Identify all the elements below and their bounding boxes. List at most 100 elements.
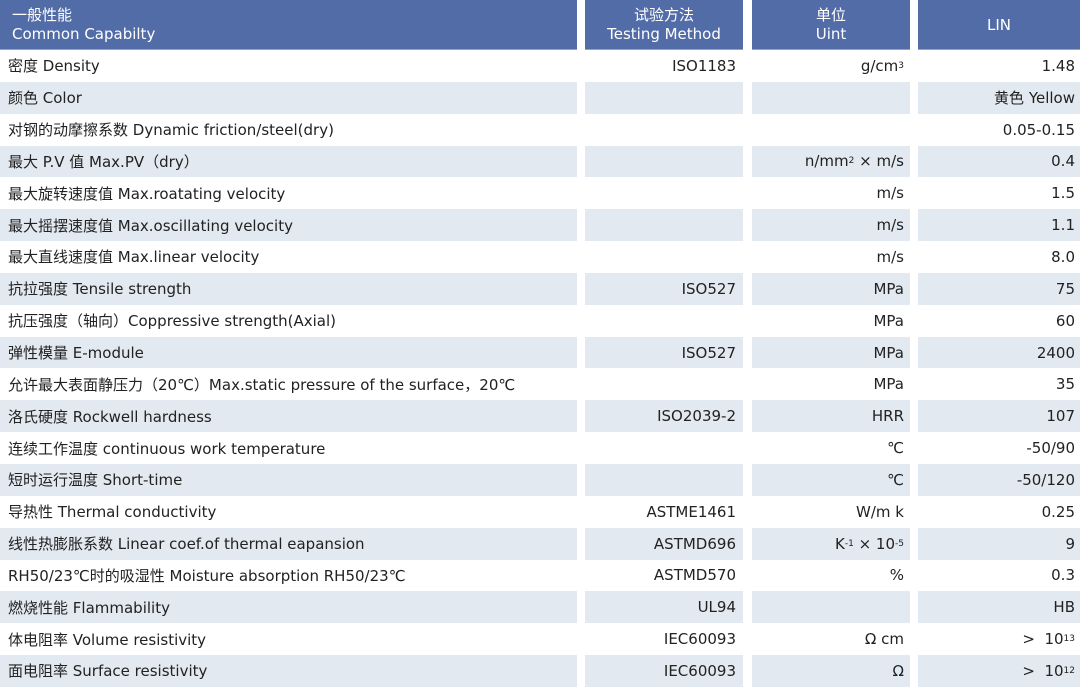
table-row: 最大旋转速度值 Max.roatating velocity m/s 1.5 bbox=[0, 177, 1080, 209]
property-cell: 弹性模量 E-module bbox=[0, 336, 577, 369]
method-cell: ISO527 bbox=[585, 336, 743, 369]
unit-cell: MPa bbox=[752, 305, 910, 337]
cell-text: × m/s bbox=[854, 152, 904, 171]
cell-text: 0.4 bbox=[1051, 152, 1075, 171]
cell-text: 75 bbox=[1055, 279, 1075, 298]
property-cell: RH50/23℃时的吸湿性 Moisture absorption RH50/2… bbox=[8, 566, 406, 585]
value-cell: 107 bbox=[918, 400, 1080, 433]
unit-cell: MPa bbox=[752, 272, 910, 305]
property-cell: 最大 P.V 值 Max.PV（dry） bbox=[0, 145, 577, 178]
value-cell: 75 bbox=[918, 272, 1080, 305]
unit-cell bbox=[752, 81, 910, 114]
method-cell: ISO1183 bbox=[672, 56, 736, 75]
method-cell: ASTME1461 bbox=[646, 502, 736, 521]
cell-text: HRR bbox=[871, 407, 904, 426]
header-material-label: LIN bbox=[986, 15, 1011, 34]
table-row: 抗压强度（轴向）Coppressive strength(Axial) MPa 60 bbox=[0, 305, 1080, 337]
unit-cell: m/s bbox=[752, 177, 910, 209]
table-row: 对钢的动摩擦系数 Dynamic friction/steel(dry) 0.05… bbox=[0, 114, 1080, 146]
property-cell: 抗压强度（轴向）Coppressive strength(Axial) bbox=[8, 312, 336, 331]
cell-text: 1.1 bbox=[1051, 216, 1075, 235]
value-cell: 1.1 bbox=[918, 209, 1080, 242]
table-header: 一般性能 Common Capabilty 试验方法 Testing Metho… bbox=[0, 0, 1080, 50]
method-cell: IEC60093 bbox=[585, 655, 743, 687]
header-material: LIN bbox=[918, 0, 1080, 50]
unit-cell: m/s bbox=[752, 209, 910, 242]
table-row: 面电阻率 Surface resistivity IEC60093 Ω > 10 12 bbox=[0, 655, 1080, 687]
cell-text: -50/90 bbox=[1026, 439, 1075, 458]
unit-cell: ℃ bbox=[752, 432, 910, 464]
method-cell bbox=[585, 145, 743, 178]
value-cell: 0.4 bbox=[918, 145, 1080, 178]
cell-text: 0.05-0.15 bbox=[1002, 120, 1075, 139]
cell-text: Ω bbox=[892, 661, 904, 680]
value-cell: -50/90 bbox=[918, 432, 1080, 464]
unit-cell: MPa bbox=[752, 336, 910, 369]
cell-text: 1.48 bbox=[1041, 56, 1075, 75]
value-cell: 0.05-0.15 bbox=[918, 114, 1080, 146]
unit-cell: g/cm 3 bbox=[860, 56, 904, 75]
method-cell: ISO2039-2 bbox=[585, 400, 743, 433]
table-row: 燃烧性能 Flammability UL94 HB bbox=[0, 591, 1080, 624]
cell-text: 0.3 bbox=[1051, 566, 1075, 585]
cell-text: 35 bbox=[1055, 375, 1075, 394]
cell-text: 黄色 Yellow bbox=[994, 89, 1075, 108]
method-cell: UL94 bbox=[585, 591, 743, 624]
cell-text: -50/120 bbox=[1016, 470, 1075, 489]
value-cell: > 10 12 bbox=[918, 655, 1080, 687]
cell-text: × 10 bbox=[853, 534, 896, 553]
unit-cell: Ω bbox=[752, 655, 910, 687]
unit-cell: n/mm 2 × m/s bbox=[752, 145, 910, 178]
cell-text: > 10 bbox=[1022, 661, 1064, 680]
unit-cell: K -1 × 10 -5 bbox=[752, 527, 910, 560]
cell-text: 0.25 bbox=[1041, 502, 1075, 521]
property-cell: 线性热膨胀系数 Linear coef.of thermal eapansion bbox=[0, 527, 577, 560]
value-cell: 8.0 bbox=[918, 241, 1080, 273]
method-cell: ISO527 bbox=[585, 272, 743, 305]
value-cell: > 10 13 bbox=[1022, 630, 1075, 649]
property-cell: 燃烧性能 Flammability bbox=[0, 591, 577, 624]
property-cell: 连续工作温度 continuous work temperature bbox=[8, 439, 326, 458]
unit-cell: % bbox=[752, 560, 910, 592]
cell-text: 107 bbox=[1046, 407, 1075, 426]
value-cell: 0.25 bbox=[918, 496, 1080, 528]
cell-text: g/cm bbox=[860, 56, 899, 75]
unit-cell: MPa bbox=[752, 368, 910, 400]
cell-text: 2400 bbox=[1036, 343, 1075, 362]
cell-text: MPa bbox=[873, 311, 904, 330]
unit-cell: W/m k bbox=[752, 496, 910, 528]
value-cell: 60 bbox=[918, 305, 1080, 337]
method-cell bbox=[585, 241, 743, 273]
cell-text: HB bbox=[1053, 598, 1075, 617]
cell-text: W/m k bbox=[856, 502, 904, 521]
method-cell bbox=[585, 305, 743, 337]
method-cell: IEC60093 bbox=[663, 630, 736, 649]
method-cell bbox=[585, 177, 743, 209]
method-cell bbox=[585, 81, 743, 114]
table-row: 允许最大表面静压力（20℃）Max.static pressure of the… bbox=[0, 368, 1080, 400]
table-row: 连续工作温度 continuous work temperature ℃ -50/9… bbox=[0, 432, 1080, 464]
table-row: 洛氏硬度 Rockwell hardness ISO2039-2 HRR 107 bbox=[0, 400, 1080, 433]
property-cell: 最大摇摆速度值 Max.oscillating velocity bbox=[0, 209, 577, 242]
method-cell: ASTMD696 bbox=[585, 527, 743, 560]
unit-cell: HRR bbox=[752, 400, 910, 433]
method-cell: ASTMD570 bbox=[653, 566, 736, 585]
value-cell: 9 bbox=[918, 527, 1080, 560]
value-cell: 1.48 bbox=[918, 50, 1080, 82]
table-row: 最大直线速度值 Max.linear velocity m/s 8.0 bbox=[0, 241, 1080, 273]
property-cell: 洛氏硬度 Rockwell hardness bbox=[0, 400, 577, 433]
header-unit: 单位 Uint bbox=[752, 0, 910, 50]
header-method-cn: 试验方法 bbox=[633, 5, 694, 24]
cell-text: 60 bbox=[1055, 311, 1075, 330]
header-property-cn: 一般性能 bbox=[12, 5, 73, 24]
cell-text: m/s bbox=[876, 247, 904, 266]
table-row: 颜色 Color 黄色 Yellow bbox=[0, 81, 1080, 114]
property-cell: 体电阻率 Volume resistivity bbox=[8, 630, 207, 649]
property-cell: 导热性 Thermal conductivity bbox=[8, 503, 217, 522]
cell-text: MPa bbox=[873, 343, 904, 362]
unit-cell bbox=[752, 591, 910, 624]
table-row: 密度 Density ISO1183 g/cm 3 1.48 bbox=[0, 50, 1080, 82]
value-cell: -50/120 bbox=[918, 463, 1080, 496]
cell-text: m/s bbox=[876, 216, 904, 235]
